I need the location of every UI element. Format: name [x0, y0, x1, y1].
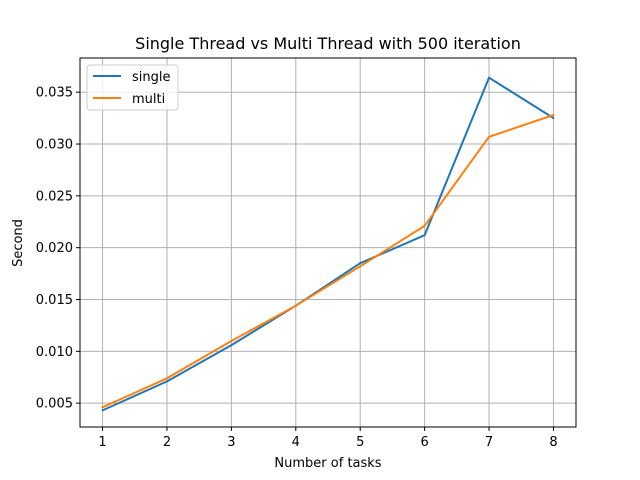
legend: single multi: [86, 64, 179, 111]
series-line-multi: [102, 114, 554, 409]
chart-title: Single Thread vs Multi Thread with 500 i…: [135, 34, 521, 53]
data-point-multi: [423, 224, 426, 227]
y-axis-title: Second: [11, 219, 26, 267]
data-point-single: [101, 409, 104, 412]
y-tick-label: 0.020: [36, 241, 73, 256]
data-point-single: [423, 234, 426, 237]
series-line-single: [102, 76, 555, 412]
y-tick-label: 0.015: [36, 293, 73, 308]
data-point-single: [488, 76, 491, 79]
x-tick-label: 8: [549, 435, 557, 450]
x-tick-label: 7: [485, 435, 493, 450]
data-point-multi: [488, 135, 491, 138]
x-axis-title: Number of tasks: [274, 456, 381, 471]
data-point-multi: [101, 406, 104, 409]
data-point-multi: [230, 339, 233, 342]
x-tick-label: 1: [98, 435, 106, 450]
y-tick-label: 0.035: [36, 86, 73, 101]
data-point-multi: [165, 377, 168, 380]
legend-label-single: single: [132, 70, 171, 85]
plot-frame: [79, 57, 577, 428]
y-tick-label: 0.010: [36, 345, 73, 360]
y-tick-label: 0.030: [36, 138, 73, 153]
data-point-multi: [359, 265, 362, 268]
y-axis: 0.005 0.010 0.015 0.020 0.025 0.030 0.035: [36, 86, 80, 412]
legend-label-multi: multi: [132, 92, 165, 107]
x-tick-label: 2: [163, 435, 171, 450]
y-tick-label: 0.025: [36, 189, 73, 204]
x-tick-label: 4: [292, 435, 300, 450]
series-layer: [101, 76, 555, 412]
y-tick-label: 0.005: [36, 397, 73, 412]
data-point-single: [165, 380, 168, 383]
grid: [80, 58, 576, 427]
data-point-multi: [294, 304, 297, 307]
x-tick-label: 5: [356, 435, 364, 450]
data-point-multi: [552, 114, 555, 117]
x-tick-label: 6: [420, 435, 428, 450]
x-axis: 1 2 3 4 5 6 7 8: [98, 427, 558, 450]
data-point-single: [552, 117, 555, 120]
data-point-single: [359, 262, 362, 265]
data-point-single: [230, 344, 233, 347]
x-tick-label: 3: [227, 435, 235, 450]
